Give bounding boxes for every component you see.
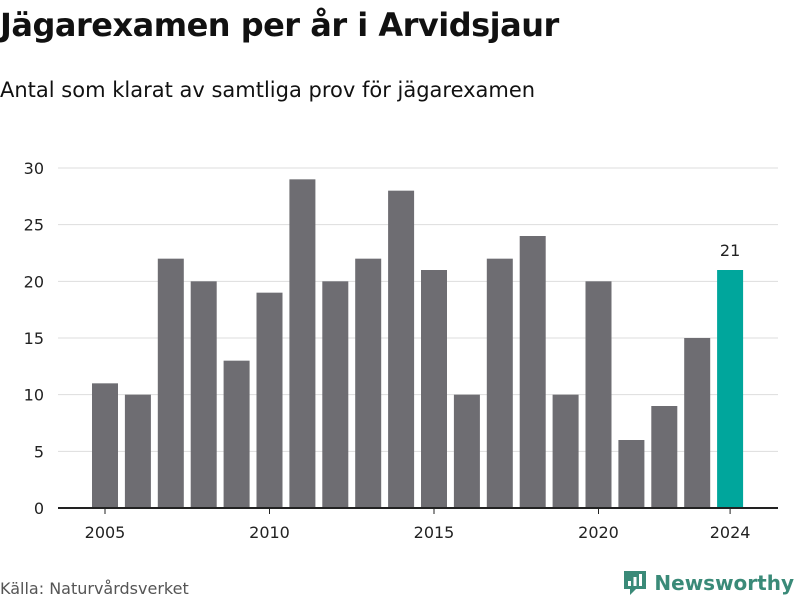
bar: [486, 258, 513, 508]
y-tick-label: 5: [34, 442, 44, 461]
y-tick-label: 25: [24, 216, 44, 235]
y-tick-label: 0: [34, 499, 44, 518]
bar: [421, 270, 447, 508]
bar: [519, 236, 546, 508]
y-tick-label: 10: [24, 386, 44, 405]
x-tick-label: 2024: [710, 523, 751, 542]
chart-subtitle: Antal som klarat av samtliga prov för jä…: [0, 78, 536, 102]
bar: [585, 281, 612, 508]
x-tick-label: 2015: [414, 523, 455, 542]
brand-name: Newsworthy: [654, 571, 794, 595]
bar: [92, 383, 118, 508]
bar: [684, 338, 711, 508]
brand-logo: Newsworthy: [622, 569, 794, 597]
bar: [124, 394, 151, 508]
y-tick-label: 20: [24, 272, 44, 291]
bar: [157, 258, 184, 508]
bar: [256, 292, 283, 508]
bar: [289, 179, 316, 509]
x-tick-label: 2020: [578, 523, 619, 542]
bar: [618, 440, 645, 508]
source-note: Källa: Naturvårdsverket: [0, 579, 189, 598]
y-tick-label: 15: [24, 329, 44, 348]
bar: [388, 190, 415, 508]
x-tick-label: 2005: [85, 523, 126, 542]
bar: [322, 281, 349, 508]
chart-title: Jägarexamen per år i Arvidsjaur: [0, 6, 559, 44]
bar: [453, 394, 480, 508]
data-label: 21: [720, 241, 740, 260]
x-tick-label: 2010: [249, 523, 290, 542]
newsworthy-logo-icon: [622, 569, 648, 597]
bar-highlight: [717, 270, 744, 508]
bar: [223, 360, 250, 508]
bar: [190, 281, 217, 508]
y-tick-label: 30: [24, 159, 44, 178]
bar: [651, 406, 678, 508]
bar: [355, 258, 382, 508]
bar: [552, 394, 579, 508]
